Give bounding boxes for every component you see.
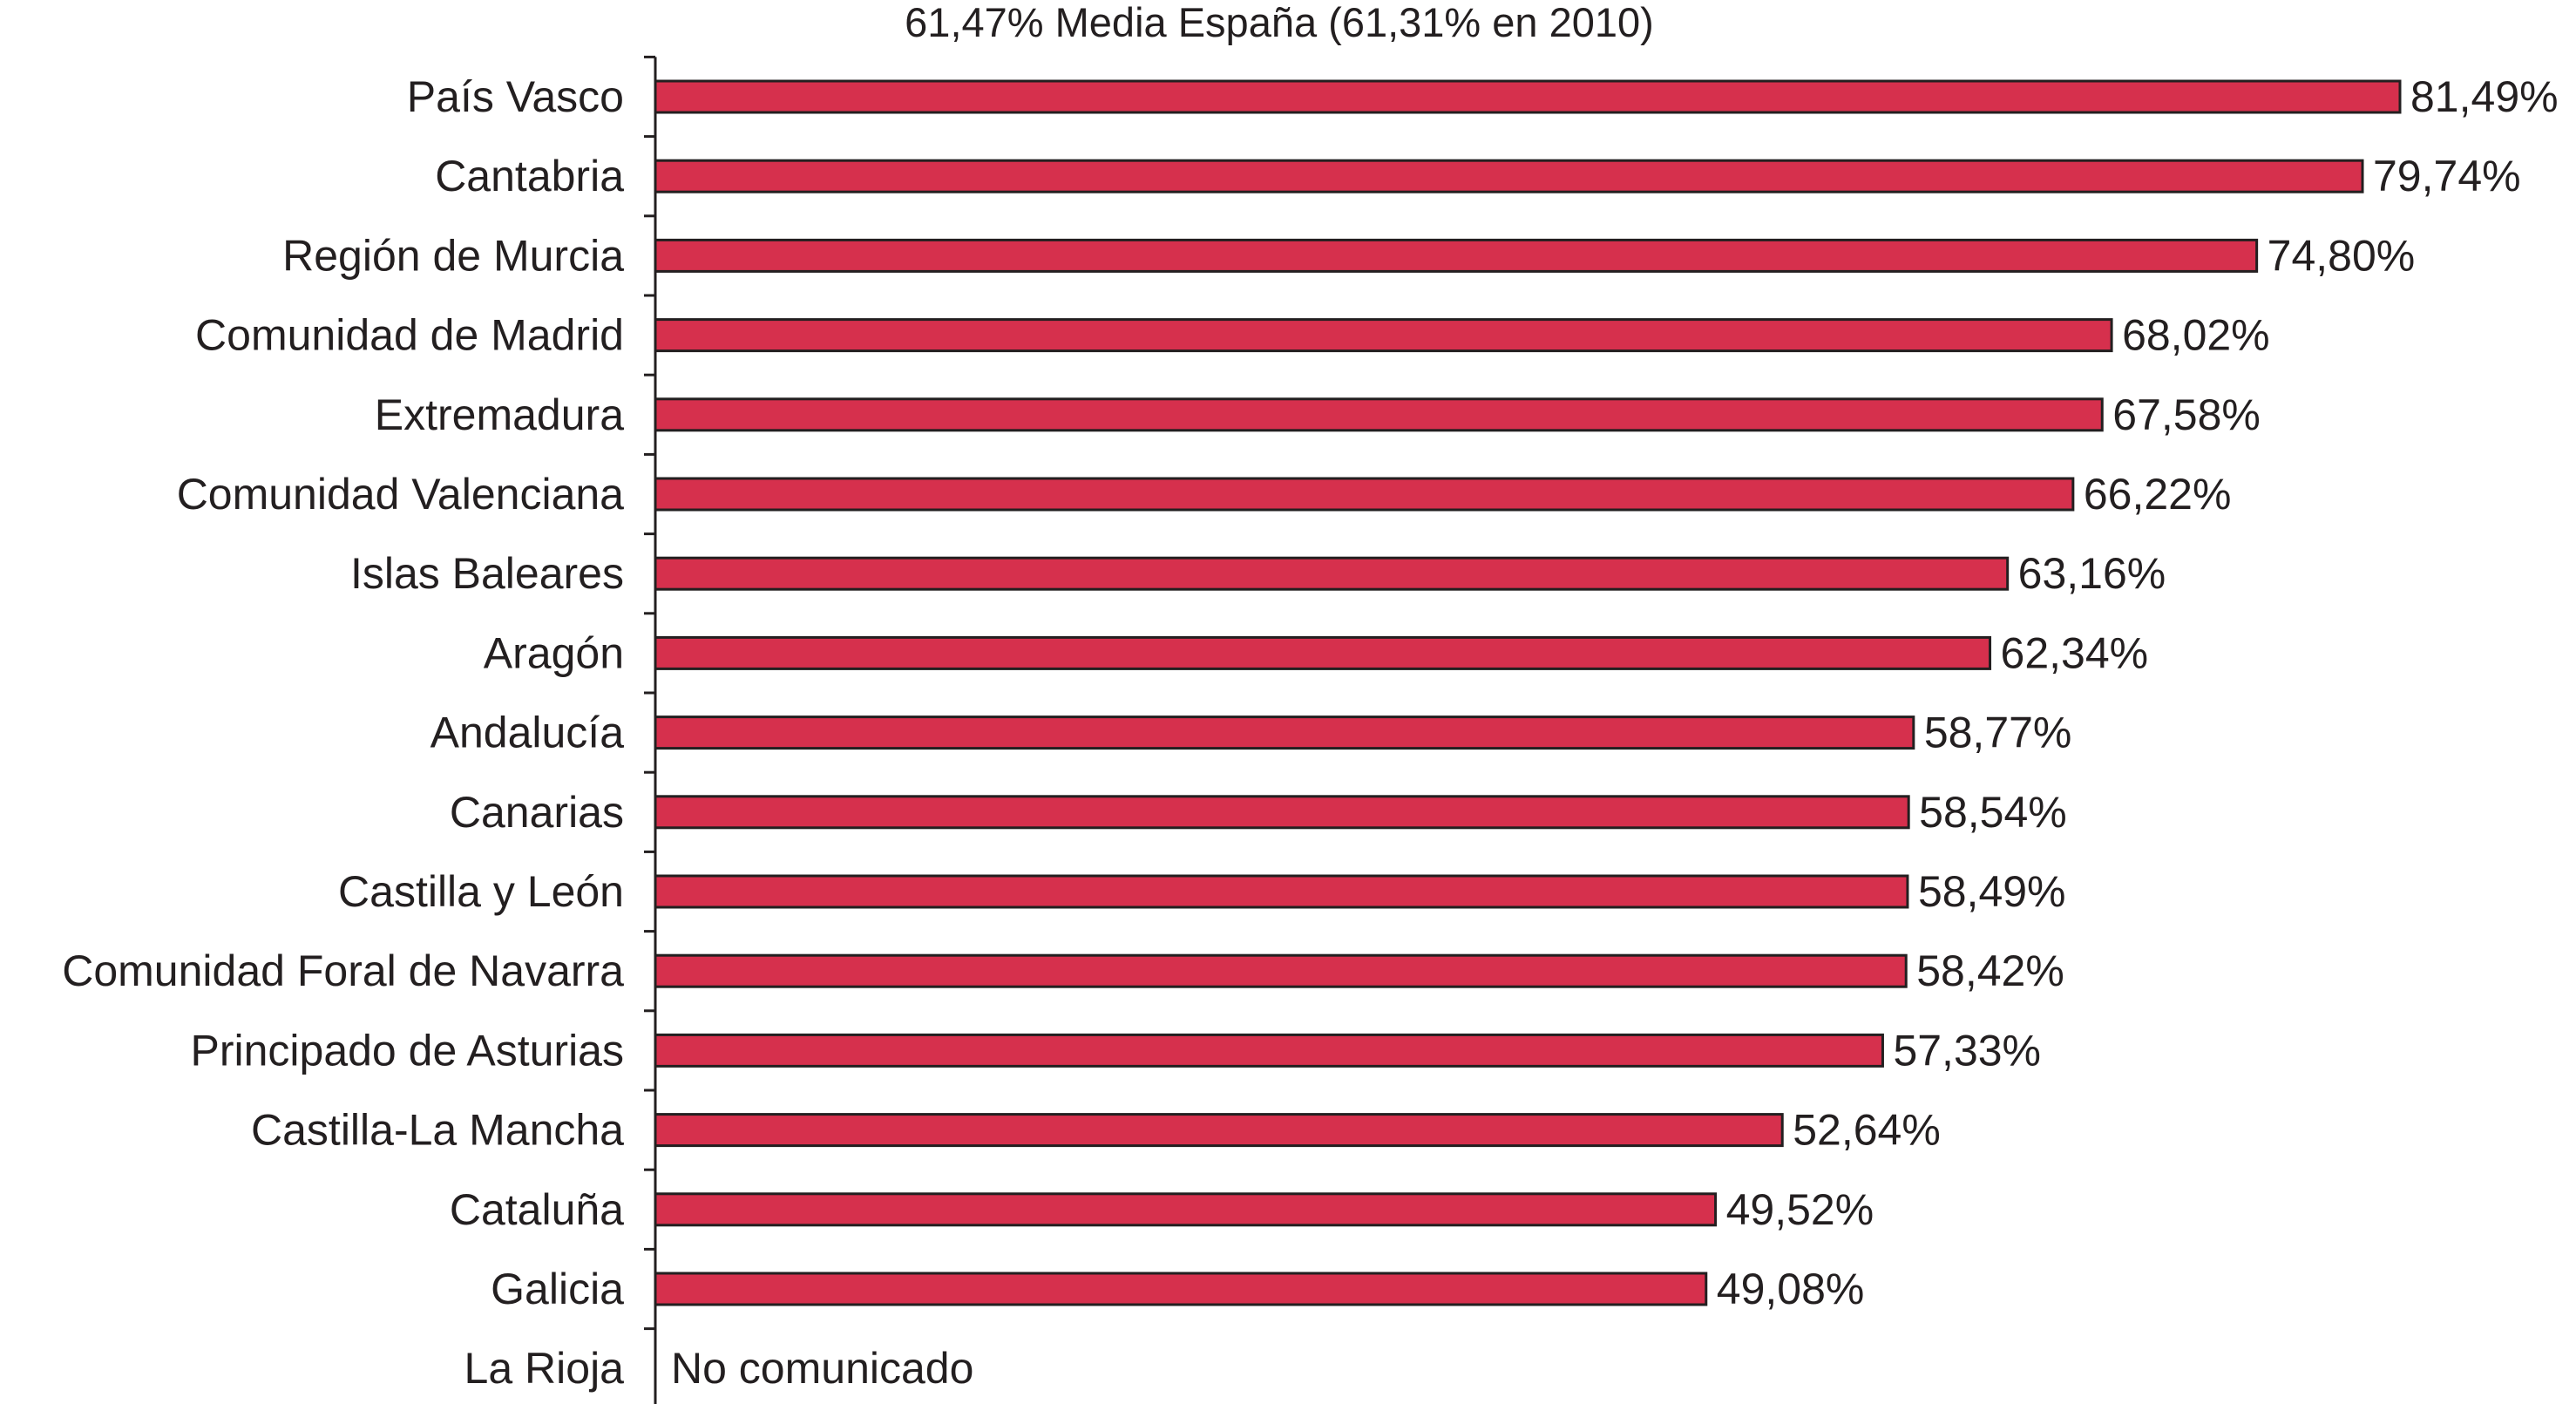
bar [654, 874, 1909, 909]
bar [654, 556, 2010, 591]
bar [654, 318, 2113, 353]
value-label: 67,58% [2112, 390, 2261, 439]
value-label: 74,80% [2268, 231, 2416, 280]
category-label: Islas Baleares [350, 549, 624, 598]
category-label: Extremadura [375, 390, 624, 439]
category-label: Cantabria [435, 152, 624, 200]
category-label: Galicia [491, 1265, 624, 1313]
value-label: 79,74% [2373, 152, 2521, 200]
category-label: Región de Murcia [282, 231, 624, 280]
value-label: 58,42% [1916, 946, 2064, 995]
bar [654, 1272, 1708, 1306]
value-label: 66,22% [2084, 470, 2232, 519]
value-label: 63,16% [2018, 549, 2166, 598]
category-label: País Vasco [407, 72, 624, 121]
value-label: 49,08% [1717, 1265, 1865, 1313]
value-label: 52,64% [1793, 1106, 1941, 1155]
value-label: No comunicado [671, 1344, 973, 1393]
value-label: 62,34% [2001, 628, 2149, 677]
bar [654, 1113, 1784, 1148]
category-labels: País Vasco Cantabria Región de Murcia Comun… [62, 72, 624, 1393]
bar [654, 795, 1910, 830]
bar [654, 238, 2259, 273]
category-label: Comunidad Foral de Navarra [62, 946, 624, 995]
bar [654, 716, 1915, 750]
category-label: Cataluña [450, 1185, 624, 1234]
y-axis [644, 55, 657, 1404]
bar [654, 79, 2402, 114]
bar [654, 477, 2075, 512]
value-label: 58,54% [1919, 788, 2067, 837]
bar [654, 159, 2364, 193]
category-label: Principado de Asturias [190, 1026, 624, 1075]
bar [654, 1033, 1884, 1068]
bars [654, 79, 2402, 1306]
bar [654, 635, 1992, 670]
value-labels: 81,49% 79,74% 74,80% 68,02% 67,58% 66,22% 63,1… [671, 72, 2559, 1393]
category-label: Aragón [484, 628, 624, 677]
value-label: 68,02% [2122, 311, 2270, 360]
value-label: 49,52% [1726, 1185, 1874, 1234]
value-label: 81,49% [2410, 72, 2559, 121]
bar [654, 397, 2104, 432]
category-label: Comunidad de Madrid [195, 311, 624, 360]
bar [654, 1192, 1718, 1227]
category-label: Canarias [450, 788, 624, 837]
category-label: Castilla y León [338, 867, 624, 916]
category-label: La Rioja [464, 1344, 625, 1393]
value-label: 57,33% [1893, 1026, 2041, 1075]
value-label: 58,77% [1924, 709, 2072, 757]
category-label: Andalucía [430, 709, 625, 757]
chart-title: 61,47% Media España (61,31% en 2010) [905, 0, 1654, 45]
value-label: 58,49% [1918, 867, 2066, 916]
category-label: Castilla-La Mancha [251, 1106, 624, 1155]
category-label: Comunidad Valenciana [177, 470, 624, 519]
bar [654, 953, 1908, 988]
